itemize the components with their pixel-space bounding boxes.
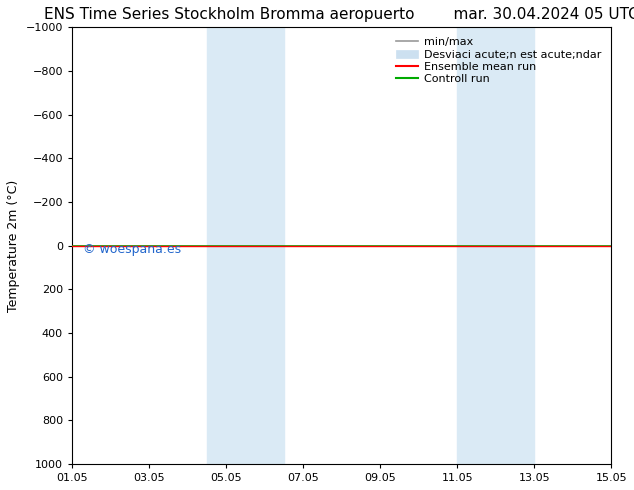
Bar [207,27,284,464]
Legend: min/max, Desviaci acute;n est acute;ndar, Ensemble mean run, Controll run: min/max, Desviaci acute;n est acute;ndar… [392,33,605,88]
Text: © woespana.es: © woespana.es [82,244,181,256]
Y-axis label: Temperature 2m (°C): Temperature 2m (°C) [7,179,20,312]
Bar [457,27,534,464]
Title: ENS Time Series Stockholm Bromma aeropuerto        mar. 30.04.2024 05 UTC: ENS Time Series Stockholm Bromma aeropue… [44,7,634,22]
